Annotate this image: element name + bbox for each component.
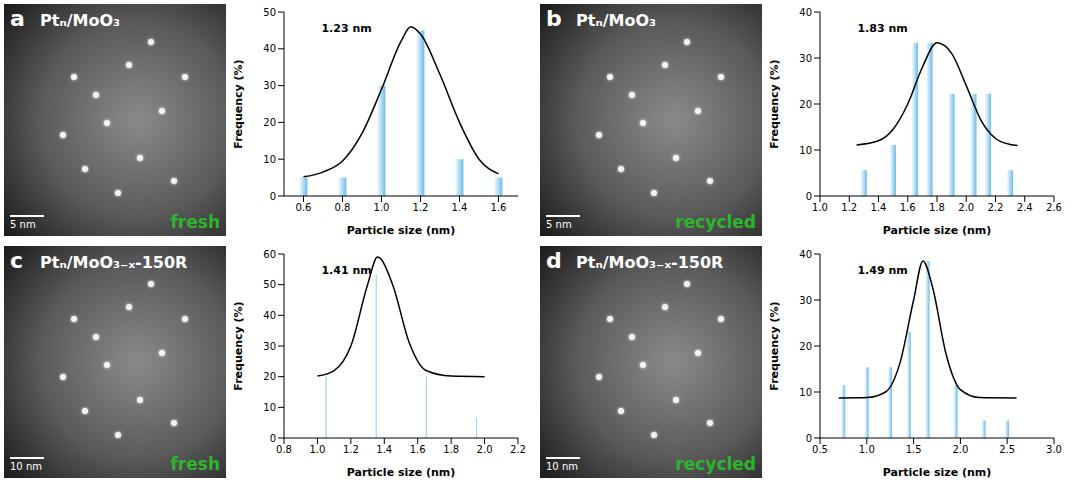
svg-text:Particle size (nm): Particle size (nm): [347, 224, 456, 237]
html-text:b: b: [546, 6, 562, 31]
svg-text:2.0: 2.0: [958, 202, 974, 213]
svg-text:40: 40: [799, 7, 812, 18]
svg-text:0: 0: [270, 191, 276, 202]
svg-text:10: 10: [263, 402, 276, 413]
html-text:recycled: recycled: [675, 212, 756, 232]
svg-text:2.0: 2.0: [477, 444, 493, 455]
svg-text:1.2: 1.2: [413, 202, 429, 213]
svg-text:1.0: 1.0: [309, 444, 325, 455]
svg-text:Particle size (nm): Particle size (nm): [347, 466, 456, 479]
svg-text:0.6: 0.6: [296, 202, 312, 213]
html-text:10 nm: 10 nm: [10, 461, 42, 472]
svg-text:Frequency (%): Frequency (%): [768, 301, 781, 390]
svg-text:40: 40: [799, 249, 812, 260]
html-text:Ptₙ/MoO₃: Ptₙ/MoO₃: [40, 11, 120, 30]
svg-text:1.4: 1.4: [376, 444, 392, 455]
svg-text:0: 0: [806, 191, 812, 202]
svg-text:0.5: 0.5: [812, 444, 828, 455]
svg-text:1.5: 1.5: [906, 444, 922, 455]
svg-text:2.0: 2.0: [952, 444, 968, 455]
html-text:10 nm: 10 nm: [546, 461, 578, 472]
svg-text:Particle size (nm): Particle size (nm): [883, 224, 992, 237]
html-text:fresh: fresh: [170, 212, 220, 232]
svg-text:40: 40: [263, 310, 276, 321]
svg-text:1.4: 1.4: [871, 202, 887, 213]
svg-text:1.6: 1.6: [410, 444, 426, 455]
svg-text:2.2: 2.2: [988, 202, 1004, 213]
svg-text:10: 10: [799, 387, 812, 398]
svg-text:1.6: 1.6: [491, 202, 507, 213]
svg-text:1.8: 1.8: [929, 202, 945, 213]
html-text:5 nm: 5 nm: [546, 219, 572, 230]
svg-text:Frequency (%): Frequency (%): [232, 301, 245, 390]
svg-text:0: 0: [806, 433, 812, 444]
svg-text:Frequency (%): Frequency (%): [232, 59, 245, 148]
svg-text:1.6: 1.6: [900, 202, 916, 213]
html-text:a: a: [10, 6, 25, 31]
svg-text:40: 40: [263, 43, 276, 54]
svg-text:0.8: 0.8: [276, 444, 292, 455]
html-text:d: d: [546, 248, 562, 273]
svg-text:2.2: 2.2: [510, 444, 526, 455]
svg-text:10: 10: [263, 154, 276, 165]
svg-text:0.8: 0.8: [335, 202, 351, 213]
svg-text:2.5: 2.5: [999, 444, 1015, 455]
svg-text:2.4: 2.4: [1017, 202, 1033, 213]
svg-text:30: 30: [799, 295, 812, 306]
svg-text:2.6: 2.6: [1046, 202, 1062, 213]
svg-text:20: 20: [263, 117, 276, 128]
svg-text:Frequency (%): Frequency (%): [768, 59, 781, 148]
svg-text:60: 60: [263, 249, 276, 260]
svg-text:10: 10: [799, 145, 812, 156]
html-text:1.23 nm: 1.23 nm: [321, 22, 372, 35]
svg-text:1.2: 1.2: [841, 202, 857, 213]
svg-text:30: 30: [263, 341, 276, 352]
svg-text:50: 50: [263, 7, 276, 18]
html-text:5 nm: 5 nm: [10, 219, 36, 230]
svg-text:20: 20: [263, 371, 276, 382]
svg-text:1.0: 1.0: [812, 202, 828, 213]
html-text:1.49 nm: 1.49 nm: [857, 264, 908, 277]
html-text:fresh: fresh: [170, 454, 220, 474]
svg-text:20: 20: [799, 341, 812, 352]
svg-text:1.8: 1.8: [443, 444, 459, 455]
svg-text:3.0: 3.0: [1046, 444, 1062, 455]
svg-text:1.0: 1.0: [859, 444, 875, 455]
svg-text:1.2: 1.2: [343, 444, 359, 455]
svg-text:30: 30: [263, 80, 276, 91]
svg-text:50: 50: [263, 279, 276, 290]
svg-text:Particle size (nm): Particle size (nm): [883, 466, 992, 479]
html-text:1.41 nm: 1.41 nm: [321, 264, 372, 277]
html-text:recycled: recycled: [675, 454, 756, 474]
svg-text:1.4: 1.4: [452, 202, 468, 213]
svg-text:30: 30: [799, 53, 812, 64]
svg-text:0: 0: [270, 433, 276, 444]
html-text:Ptₙ/MoO₃₋ₓ-150R: Ptₙ/MoO₃₋ₓ-150R: [576, 253, 724, 272]
svg-text:1.0: 1.0: [374, 202, 390, 213]
html-text:1.83 nm: 1.83 nm: [857, 22, 908, 35]
html-text:c: c: [10, 248, 23, 273]
html-text:Ptₙ/MoO₃₋ₓ-150R: Ptₙ/MoO₃₋ₓ-150R: [40, 253, 188, 272]
html-text:Ptₙ/MoO₃: Ptₙ/MoO₃: [576, 11, 656, 30]
svg-text:20: 20: [799, 99, 812, 110]
